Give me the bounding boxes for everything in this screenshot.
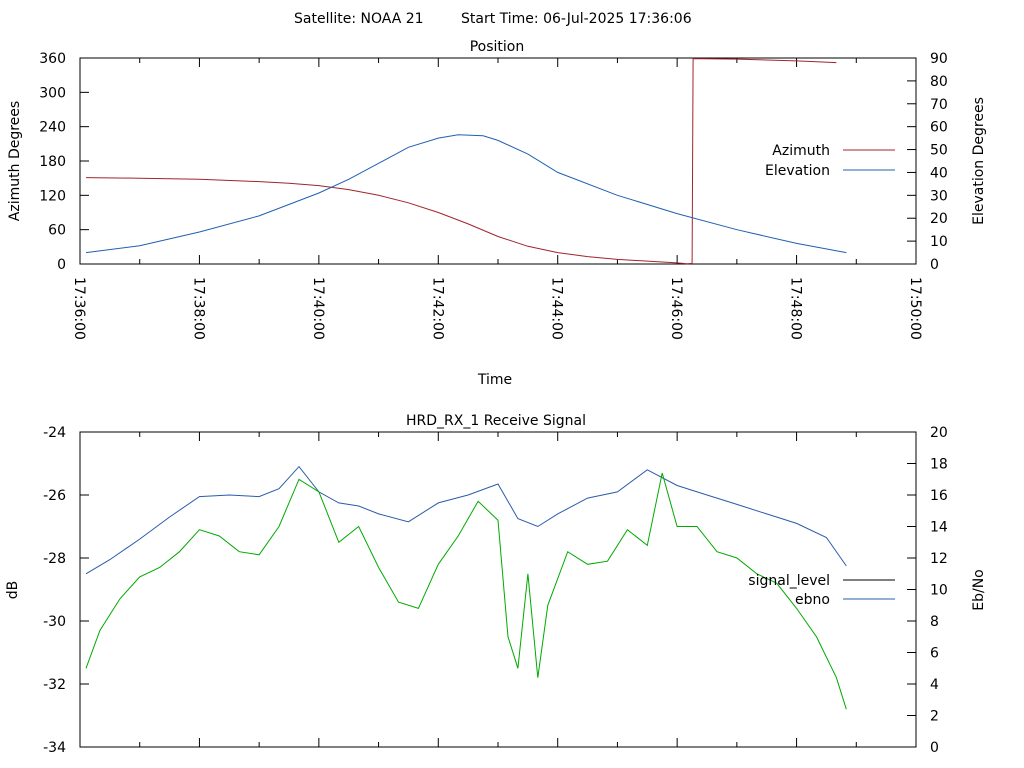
y2-tick-label: 80: [930, 74, 948, 90]
y-tick-label: -28: [43, 551, 66, 567]
legend-label-azimuth: Azimuth: [772, 143, 830, 159]
y2-tick-label: 18: [930, 457, 948, 473]
y2-tick-label: 0: [930, 740, 939, 756]
series-line-1-2: [85, 472, 847, 710]
series-line-1-1: [85, 465, 847, 575]
x-tick-label: 17:38:00: [190, 277, 206, 340]
y-tick-label: -24: [43, 425, 66, 441]
y2-tick-label: 20: [930, 425, 948, 441]
y2-tick-label: 14: [930, 520, 948, 536]
y2-tick-label: 12: [930, 551, 948, 567]
legend-label-signal-level: signal_level: [748, 573, 830, 589]
y2-tick-label: 20: [930, 211, 948, 227]
position-x-axis-label: Time: [477, 372, 512, 388]
y-tick-label: 0: [57, 257, 66, 273]
legend-label-elevation: Elevation: [765, 163, 830, 179]
x-tick-label: 17:50:00: [907, 277, 923, 340]
y2-tick-label: 40: [930, 165, 948, 181]
y-tick-label: 300: [39, 85, 66, 101]
y2-tick-label: 8: [930, 614, 939, 630]
y2-tick-label: 50: [930, 143, 948, 159]
start-time-label: Start Time: 06-Jul-2025 17:36:06: [461, 11, 692, 27]
position-y2-axis-label: Elevation Degrees: [971, 97, 987, 225]
y2-tick-label: 2: [930, 709, 939, 725]
y2-tick-label: 90: [930, 51, 948, 67]
y2-tick-label: 60: [930, 120, 948, 136]
y-tick-label: 120: [39, 188, 66, 204]
position-chart-title: Position: [470, 39, 525, 55]
y-tick-label: 240: [39, 120, 66, 136]
x-tick-label: 17:48:00: [788, 277, 804, 340]
position-y-axis-label: Azimuth Degrees: [7, 101, 23, 221]
position-plot-frame: [79, 57, 917, 265]
signal-y-axis-label: dB: [5, 581, 21, 600]
series-line-0-1: [85, 134, 847, 254]
y-tick-label: -32: [43, 677, 66, 693]
signal-y2-axis-label: Eb/No: [971, 569, 987, 611]
x-tick-label: 17:42:00: [429, 277, 445, 340]
y-tick-label: -26: [43, 488, 66, 504]
y2-tick-label: 16: [930, 488, 948, 504]
x-tick-label: 17:40:00: [310, 277, 326, 340]
y-tick-label: 180: [39, 154, 66, 170]
signal-chart-title: HRD_RX_1 Receive Signal: [406, 413, 586, 429]
y2-tick-label: 10: [930, 583, 948, 599]
y-tick-label: 60: [48, 223, 66, 239]
satellite-label: Satellite: NOAA 21: [294, 11, 424, 27]
y-tick-label: -34: [43, 740, 66, 756]
y2-tick-label: 0: [930, 257, 939, 273]
y2-tick-label: 30: [930, 188, 948, 204]
x-tick-label: 17:36:00: [71, 277, 87, 340]
y-tick-label: -30: [43, 614, 66, 630]
y2-tick-label: 10: [930, 234, 948, 250]
y2-tick-label: 6: [930, 646, 939, 662]
x-tick-label: 17:46:00: [668, 277, 684, 340]
legend-label-ebno: ebno: [795, 592, 830, 608]
series-line-0-0: [85, 58, 837, 265]
x-tick-label: 17:44:00: [549, 277, 565, 340]
y-tick-label: 360: [39, 51, 66, 67]
y2-tick-label: 70: [930, 97, 948, 113]
signal-plot-frame: [79, 431, 917, 748]
y2-tick-label: 4: [930, 677, 939, 693]
